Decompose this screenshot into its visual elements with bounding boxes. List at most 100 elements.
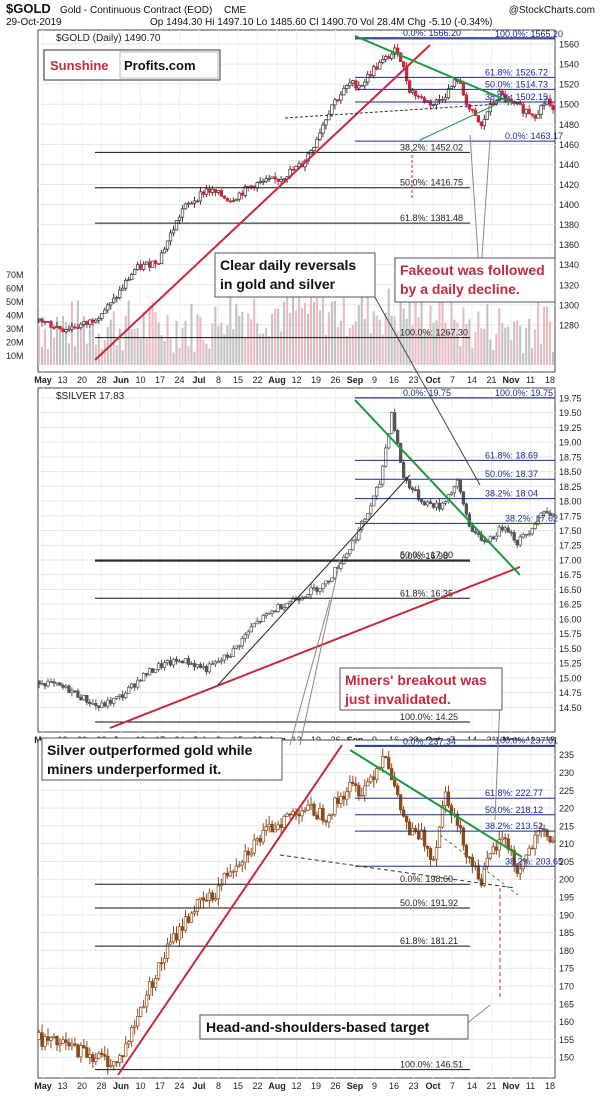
y-tick-label: 1380 (559, 220, 579, 230)
candle-body (94, 703, 98, 707)
y-tick-label: 205 (559, 857, 574, 867)
x-tick-label: 10 (135, 1081, 145, 1091)
fib-level-label: 61.8%: 222.77 (485, 788, 543, 798)
candle-body (509, 531, 513, 534)
fakeout-callout-line: by a daily decline. (400, 281, 520, 297)
volume-bar (256, 323, 259, 365)
candle-body (136, 264, 140, 270)
candle-body (52, 681, 56, 684)
volume-bar (342, 285, 345, 365)
candle-body (273, 828, 277, 833)
candle-body (360, 794, 364, 797)
y-tick-label: 17.00 (559, 555, 582, 565)
candle-body (378, 483, 382, 488)
candle-body (106, 699, 110, 707)
candle-body (139, 1006, 143, 1017)
candle-body (369, 505, 373, 514)
annotations-layer: Sunshine Profits.com Clear daily reversals… (41, 35, 556, 1076)
volume-bar (522, 352, 525, 365)
volume-bar (283, 301, 286, 365)
silver-resistance-trendline (354, 399, 521, 576)
candle-body (318, 808, 322, 820)
candle-body (186, 658, 191, 665)
candle-body (144, 673, 149, 676)
candle-body (482, 539, 486, 543)
volume-bar (199, 316, 202, 365)
candle-body (396, 785, 400, 795)
silver-support-trendline (109, 566, 521, 729)
candle-body (491, 846, 495, 854)
fib-level-label: 50.0%: 18.37 (485, 469, 538, 479)
candle-body (127, 686, 131, 694)
candle-body (40, 1032, 44, 1047)
x-tick-label: 26 (330, 1081, 340, 1091)
volume-bar (444, 322, 447, 365)
candle-body (97, 318, 101, 321)
candle-body (133, 1025, 137, 1029)
brand-profits: Profits.com (124, 58, 196, 73)
y-tick-label: 15.00 (559, 673, 582, 683)
volume-bar (438, 287, 441, 365)
candle-body (545, 511, 549, 514)
candle-body (261, 180, 265, 183)
candle-body (291, 598, 295, 603)
candle-body (73, 326, 77, 329)
x-tick-label: 14 (467, 375, 477, 385)
candle-body (228, 656, 232, 658)
candle-body (228, 200, 232, 203)
candle-body (548, 512, 552, 516)
candle-body (258, 838, 262, 843)
candle-body (88, 1054, 92, 1058)
x-tick-label: 19 (311, 375, 321, 385)
candle-body (491, 536, 495, 540)
volume-bar (52, 337, 56, 365)
candle-body (192, 200, 197, 204)
candle-body (204, 899, 209, 902)
candle-body (387, 757, 391, 769)
candle-body (276, 604, 280, 612)
x-tick-label: 10 (135, 375, 145, 385)
volume-bar (339, 320, 342, 365)
candle-body (198, 191, 203, 202)
candle-body (315, 587, 319, 592)
candle-body (162, 248, 167, 254)
y-tick-label: 1520 (559, 80, 579, 90)
candle-body (141, 1006, 146, 1009)
y-tick-label: 155 (559, 1035, 574, 1045)
volume-bar (217, 325, 220, 365)
candle-body (309, 587, 313, 596)
candle-body (297, 599, 301, 601)
candle-body (282, 178, 286, 181)
volume-bar (492, 350, 495, 365)
volume-bar (435, 320, 438, 365)
candle-body (285, 603, 289, 608)
x-tick-label: 12 (291, 375, 301, 385)
candle-body (422, 829, 427, 847)
y-tick-label: 18.75 (559, 452, 582, 462)
volume-bar (274, 308, 277, 365)
candle-body (183, 658, 188, 664)
x-tick-label: 8 (216, 375, 221, 385)
volume-bar (531, 348, 534, 365)
hs-target-callout: Head-and-shoulders-based target (199, 1014, 469, 1040)
candle-body (73, 690, 77, 693)
volume-bar (411, 325, 414, 365)
volume-bar (49, 320, 53, 365)
candle-body (207, 188, 212, 193)
panel-title: $GOLD (Daily) 1490.70 (56, 33, 161, 44)
candle-body (249, 185, 253, 188)
y-tick-label: 16.50 (559, 585, 582, 595)
volume-bar (432, 322, 435, 365)
fib-level-label: 0.0%: 16.98 (400, 551, 448, 561)
miners-pointer (494, 699, 501, 821)
hs-target-pointer (464, 1004, 491, 1026)
volume-bar (226, 325, 229, 365)
candle-body (518, 868, 522, 874)
candle-body (464, 503, 469, 515)
y-tick-label: 19.25 (559, 423, 582, 433)
candle-body (49, 321, 53, 328)
candle-body (82, 695, 86, 701)
candle-body (321, 808, 325, 822)
volume-bar (130, 328, 133, 365)
candle-body (488, 853, 492, 859)
